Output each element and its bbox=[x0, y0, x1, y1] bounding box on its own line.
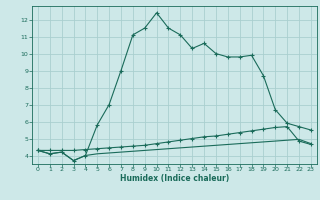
X-axis label: Humidex (Indice chaleur): Humidex (Indice chaleur) bbox=[120, 174, 229, 183]
